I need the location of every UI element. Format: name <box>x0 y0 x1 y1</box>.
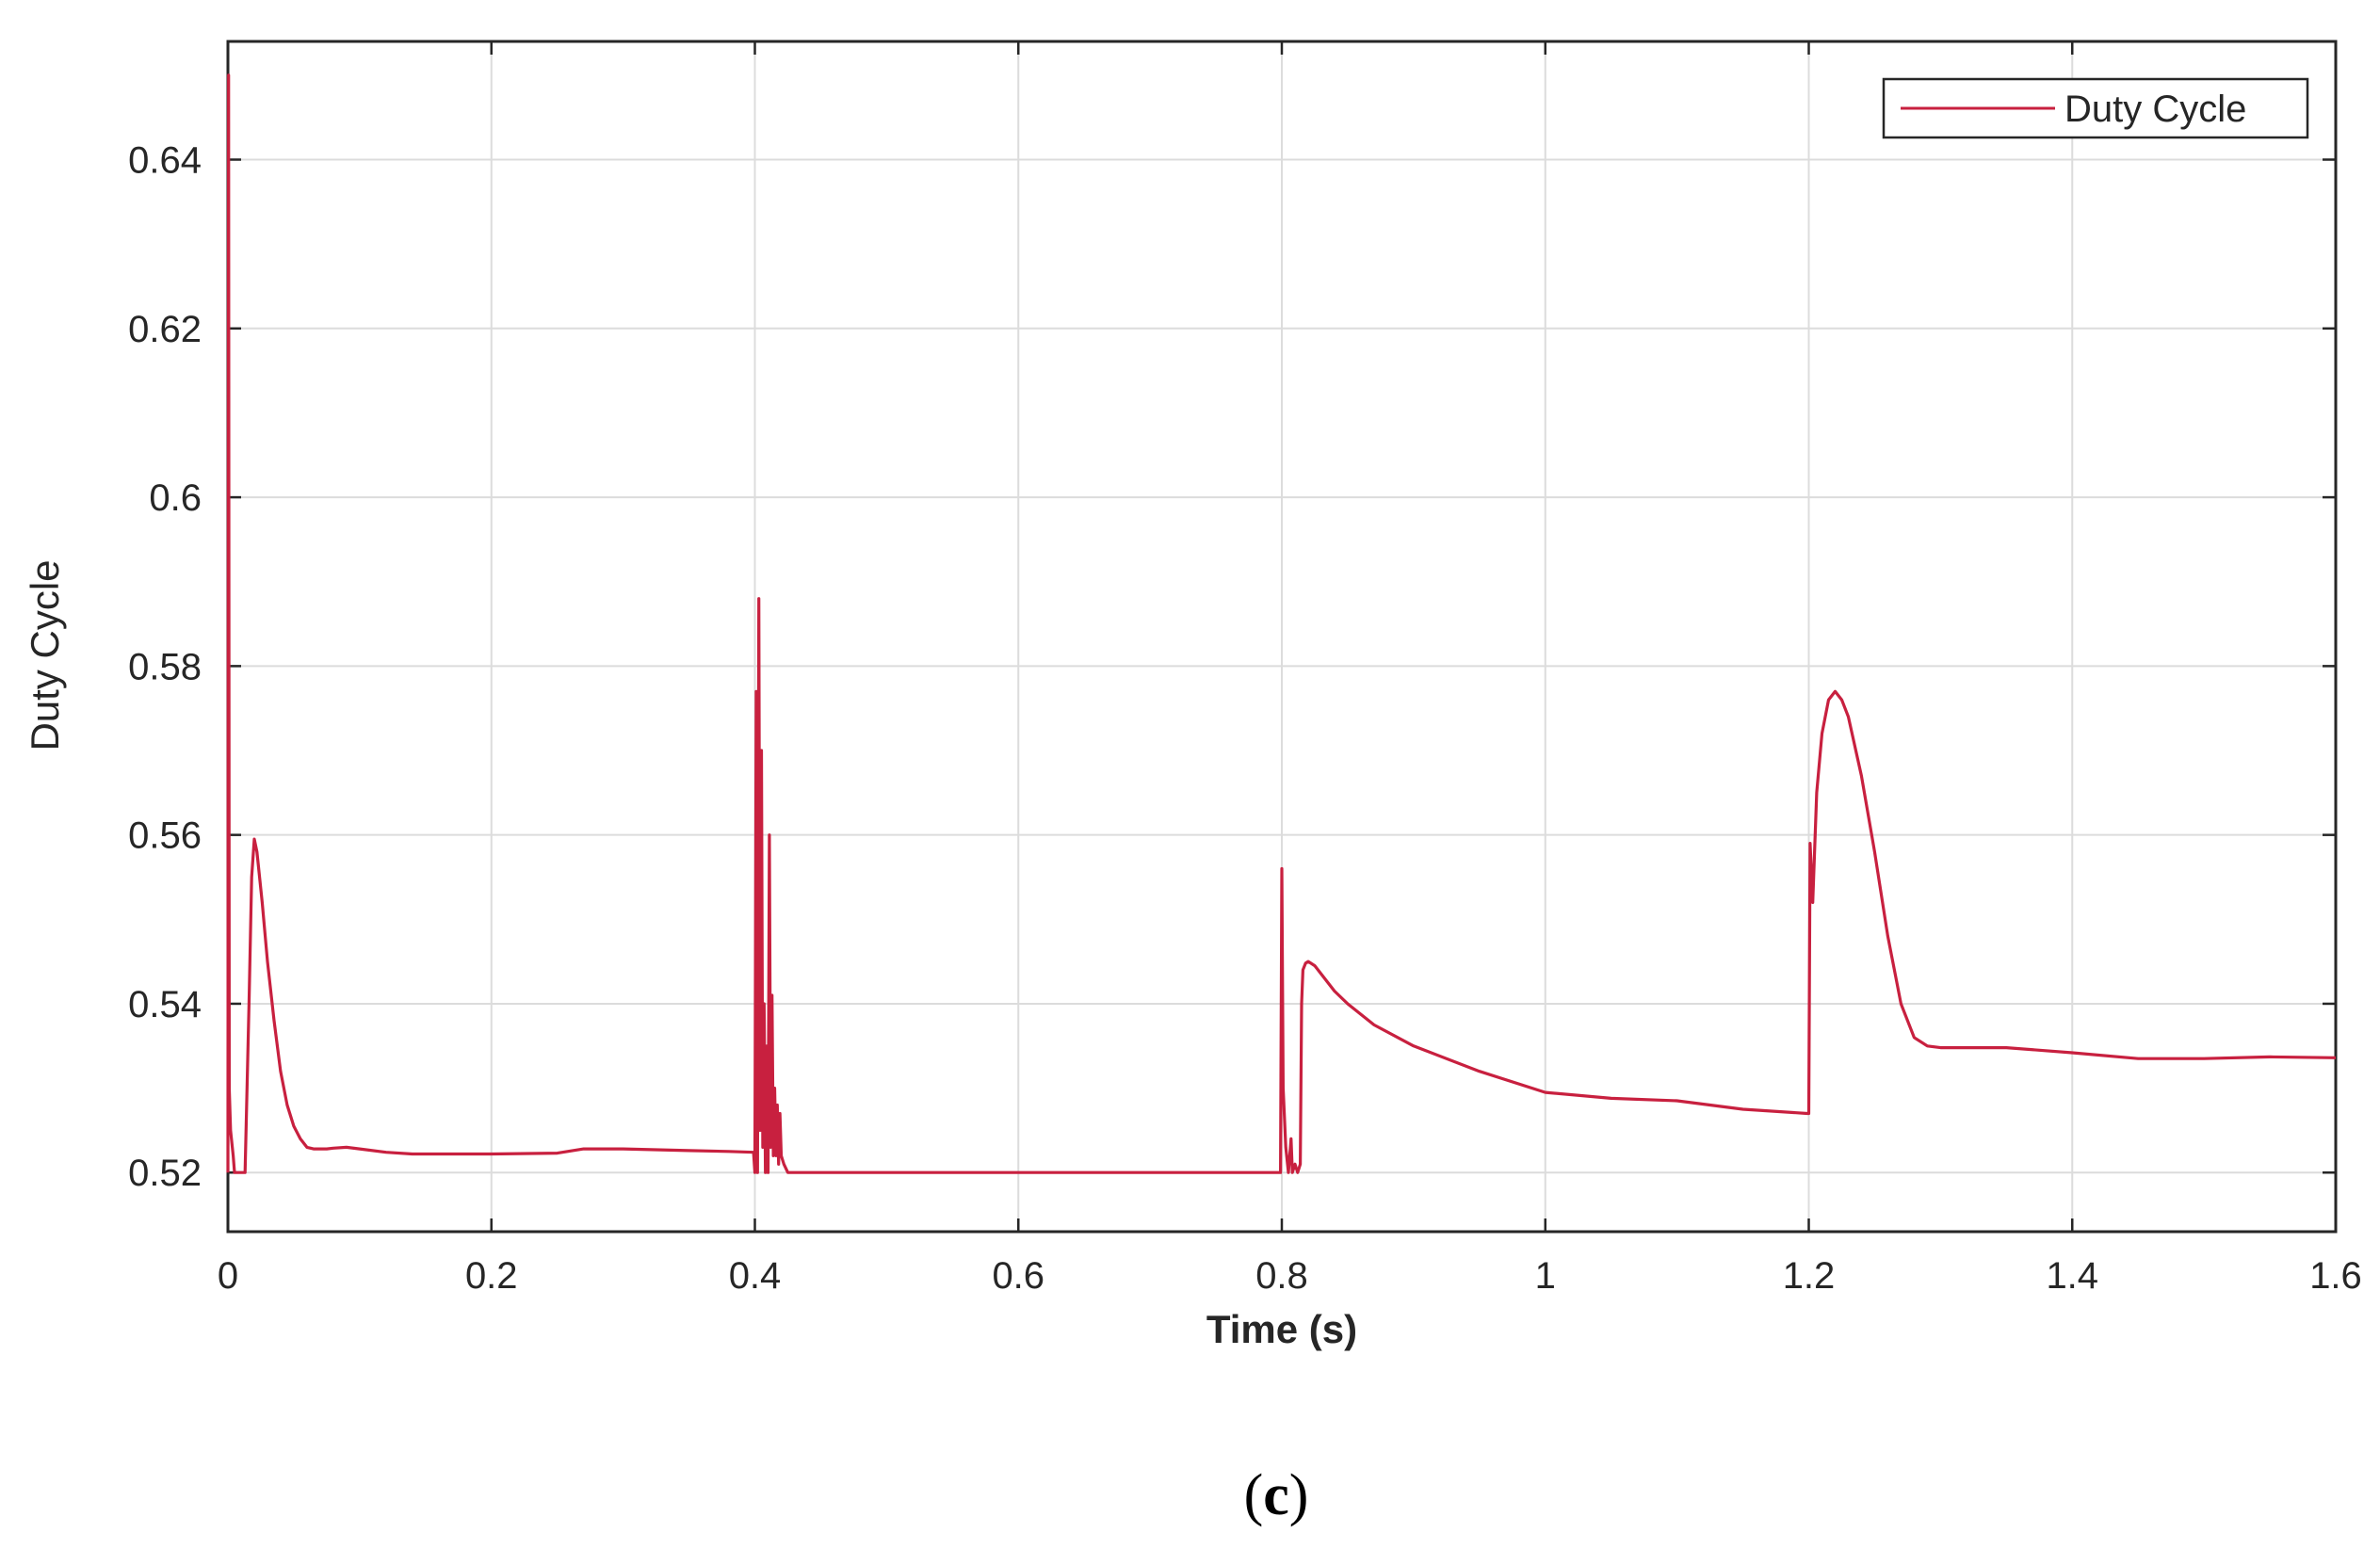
x-tick-label: 1 <box>1535 1255 1556 1297</box>
axis-ticks: 0 0.2 0.4 0.6 0.8 1 1.2 1.4 1.6 0.52 0.54 0.56 0.58 0… <box>128 41 2362 1297</box>
x-tick-label: 0.2 <box>465 1255 518 1297</box>
x-axis-label: Time (s) <box>1206 1307 1357 1351</box>
y-tick-label: 0.56 <box>128 815 202 857</box>
y-tick-label: 0.52 <box>128 1153 202 1194</box>
caption-open-paren: ( <box>1244 1463 1264 1527</box>
series-layer <box>226 73 2337 1174</box>
series-line-duty-cycle <box>226 73 2337 1174</box>
figure-caption: (c) <box>1244 1463 1309 1527</box>
y-tick-label: 0.58 <box>128 646 202 687</box>
x-tick-label: 0.6 <box>992 1255 1044 1297</box>
legend-label-duty-cycle: Duty Cycle <box>2064 89 2246 130</box>
x-tick-label: 1.6 <box>2309 1255 2362 1297</box>
caption-letter: c <box>1263 1463 1289 1527</box>
legend: Duty Cycle <box>1882 77 2309 139</box>
y-tick-label: 0.6 <box>149 477 202 519</box>
x-tick-label: 0.4 <box>729 1255 782 1297</box>
x-tick-label: 0.8 <box>1255 1255 1308 1297</box>
grid-lines <box>227 41 2337 1232</box>
y-tick-label: 0.64 <box>128 140 202 182</box>
x-tick-label: 1.2 <box>1783 1255 1836 1297</box>
y-tick-label: 0.62 <box>128 309 202 350</box>
x-tick-label: 0 <box>218 1255 238 1297</box>
caption-close-paren: ) <box>1289 1463 1309 1527</box>
y-axis-label: Duty Cycle <box>23 559 67 750</box>
y-tick-label: 0.54 <box>128 984 202 1025</box>
x-tick-label: 1.4 <box>2046 1255 2098 1297</box>
